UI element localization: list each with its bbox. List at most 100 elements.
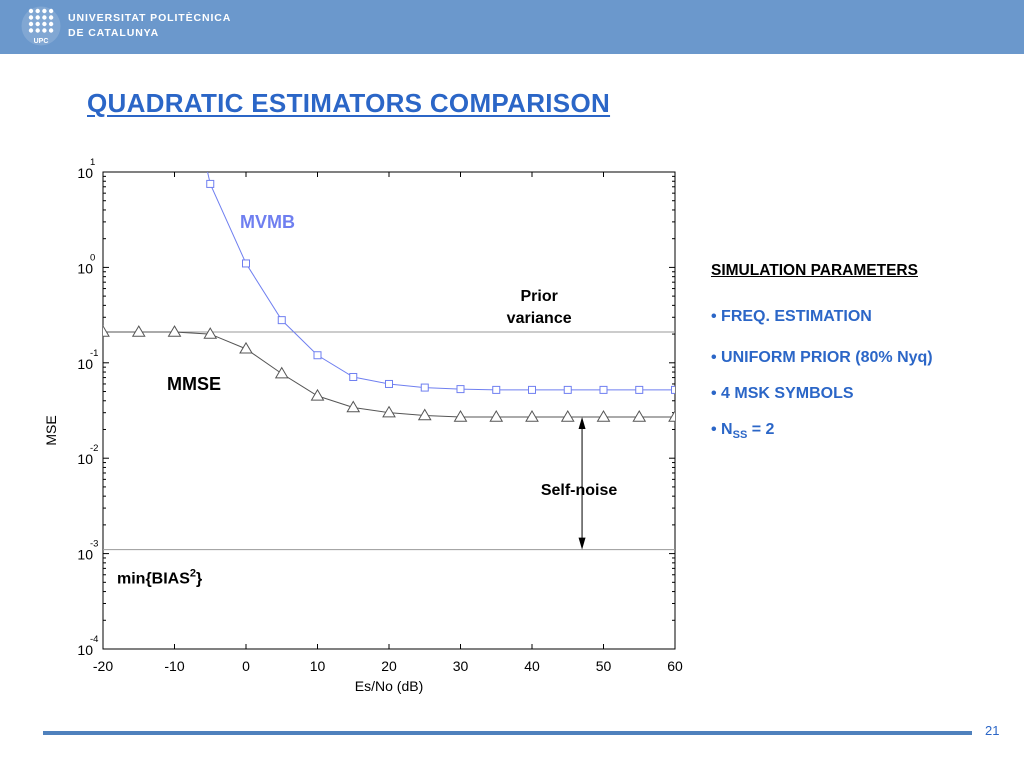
y-tick-label-exp: -4 (90, 634, 98, 645)
mmse-point (632, 410, 647, 422)
logo-dot (28, 15, 34, 20)
y-tick-label-base: 10 (77, 165, 93, 181)
mmse-point (346, 400, 361, 413)
mmse-point (489, 410, 504, 422)
mmse-point (274, 366, 289, 379)
mmse-point (668, 410, 675, 422)
param-msk-symbols: • 4 MSK SYMBOLS (711, 385, 854, 402)
mvmb-point (671, 385, 675, 394)
mmse-point (131, 325, 146, 337)
x-tick-label: 10 (310, 658, 326, 674)
self-noise-arrow-head-down (578, 537, 586, 550)
logo-dot (35, 15, 40, 20)
prior-variance-label-line2: variance (507, 310, 572, 327)
min-bias-label-end: } (196, 571, 202, 588)
x-tick-label: -20 (93, 658, 113, 674)
y-tick-label-exp: 1 (90, 157, 95, 168)
param-uniform-prior: • UNIFORM PRIOR (80% Nyq) (711, 349, 933, 366)
y-tick-label-base: 10 (77, 642, 93, 658)
mmse-point (103, 325, 110, 337)
university-name-line2: DE CATALUNYA (68, 27, 160, 39)
y-tick-label: 100 (77, 252, 95, 276)
mvmb-point (456, 385, 465, 394)
mmse-point (239, 341, 253, 354)
y-tick-label: 10-4 (77, 634, 98, 658)
self-noise-arrow-head-up (578, 417, 586, 430)
series-label-mmse: MMSE (167, 374, 221, 394)
x-axis-label: Es/No (dB) (355, 678, 423, 694)
y-tick-label-base: 10 (77, 356, 93, 372)
self-noise-label: Self-noise (541, 482, 618, 499)
mmse-point (596, 410, 611, 422)
x-tick-label: 20 (381, 658, 397, 674)
y-axis-label: MSE (43, 415, 59, 445)
logo-dot (42, 15, 47, 20)
mmse-point (453, 410, 468, 422)
x-tick-label: 40 (524, 658, 540, 674)
x-tick-label: -10 (164, 658, 184, 674)
y-tick-label-base: 10 (77, 451, 93, 467)
series-mmse (103, 325, 675, 422)
mvmb-point (242, 259, 250, 268)
param-nss: • NSS = 2 (711, 421, 774, 441)
min-bias-label: min{BIAS2} (117, 568, 202, 588)
y-tick-label-base: 10 (77, 547, 93, 563)
mmse-point (382, 405, 396, 418)
logo-dot (42, 8, 47, 14)
page-number: 21 (985, 723, 1000, 738)
logo-dot (35, 21, 40, 27)
logo-badge: UPC (34, 38, 49, 45)
mvmb-point (313, 351, 322, 360)
mmse-point (167, 325, 182, 337)
mvmb-point (599, 385, 608, 394)
mvmb-point (385, 379, 393, 388)
mvmb-point (528, 385, 536, 394)
param-nss-suffix: = 2 (747, 421, 775, 438)
x-tick-label: 30 (453, 658, 469, 674)
mvmb-point (635, 385, 644, 394)
min-bias-label-text: min{BIAS (117, 571, 190, 588)
university-name: UNIVERSITAT POLITÈCNICA DE CATALUNYA (68, 11, 231, 41)
y-tick-label-exp: -2 (90, 443, 98, 454)
series-line (207, 172, 675, 391)
params-title: SIMULATION PARAMETERS (711, 262, 918, 279)
mvmb-point (277, 316, 286, 325)
y-tick-label: 10-3 (77, 539, 98, 563)
y-tick-label: 10-2 (77, 443, 98, 467)
mmse-point (560, 410, 575, 422)
logo-dot (48, 28, 54, 33)
logo-dot (35, 28, 40, 33)
logo-dot (48, 8, 54, 14)
mmse-point (203, 327, 218, 339)
logo-dot (42, 28, 47, 33)
logo-dot (42, 21, 47, 27)
y-tick-label-exp: -3 (90, 539, 98, 550)
slide-title: QUADRATIC ESTIMATORS COMPARISON (87, 88, 611, 118)
x-tick-label: 0 (242, 658, 250, 674)
x-tick-label: 50 (596, 658, 612, 674)
logo-dot (28, 28, 34, 33)
y-tick-label-exp: -1 (90, 348, 98, 359)
header-bar: UPC UNIVERSITAT POLITÈCNICA DE CATALUNYA (0, 0, 1024, 54)
upc-logo-icon: UPC (21, 6, 61, 46)
university-name-line1: UNIVERSITAT POLITÈCNICA (68, 12, 232, 24)
y-tick-label: 101 (77, 157, 95, 181)
series-mvmb (206, 172, 675, 394)
param-freq-estimation: • FREQ. ESTIMATION (711, 308, 872, 325)
mvmb-point (563, 385, 572, 394)
mmse-point (417, 408, 432, 421)
logo-dot (35, 8, 40, 14)
logo-dot (48, 15, 54, 20)
mvmb-point (349, 372, 358, 381)
mmse-point (525, 410, 539, 422)
y-tick-label: 10-1 (77, 348, 98, 372)
mvmb-point (420, 383, 429, 392)
y-tick-label-base: 10 (77, 260, 93, 276)
param-nss-prefix: • N (711, 421, 733, 438)
prior-variance-label-line1: Prior (520, 288, 557, 305)
mvmb-point (206, 179, 215, 188)
min-bias-label-sup: 2 (190, 568, 196, 580)
mvmb-point (492, 385, 501, 394)
logo-dot (48, 21, 54, 27)
param-nss-sub: SS (732, 429, 748, 442)
